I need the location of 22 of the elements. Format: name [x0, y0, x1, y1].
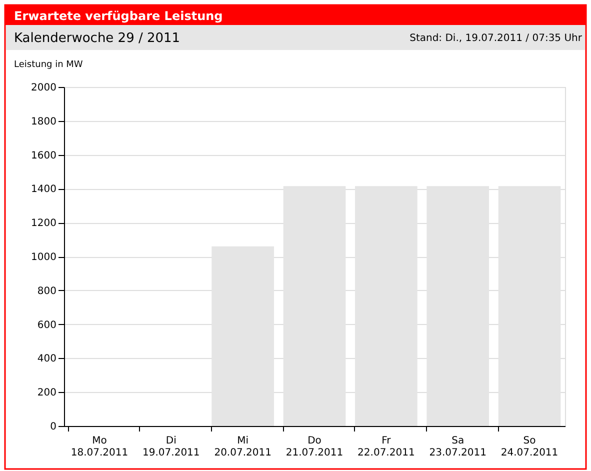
y-tick-label: 0 [50, 422, 56, 432]
y-tick-label: 200 [37, 388, 56, 399]
x-tick-label: Do 21.07.2011 [286, 436, 344, 458]
chart-subtitle: Kalenderwoche 29 / 2011 [14, 31, 180, 46]
y-tick-label: 1600 [31, 150, 56, 162]
y-tick-label: 400 [37, 354, 56, 365]
x-tick-label: Sa 23.07.2011 [429, 436, 486, 458]
y-tick-label: 1400 [31, 184, 56, 196]
y-tick-label: 2000 [31, 82, 56, 94]
x-tick-label: So 24.07.2011 [500, 436, 558, 458]
y-tick-label: 1000 [31, 252, 56, 263]
x-tick-label: Mo 18.07.2011 [70, 436, 128, 458]
y-tick-label: 1800 [31, 116, 56, 128]
chart-title: Erwartete verfügbare Leistung [14, 9, 223, 23]
y-tick-label: 800 [37, 286, 56, 297]
y-tick-label: 600 [37, 320, 56, 331]
x-tick-label: Fr 22.07.2011 [358, 436, 415, 458]
x-tick-label: Di 19.07.2011 [142, 436, 200, 458]
y-axis-title: Leistung in MW [14, 60, 83, 70]
text: Stand: Di., 19.07.2011 / 07:35 Uhr [410, 33, 583, 44]
y-tick-label: 1200 [31, 218, 56, 230]
x-tick-label: Mi 20.07.2011 [214, 436, 272, 458]
